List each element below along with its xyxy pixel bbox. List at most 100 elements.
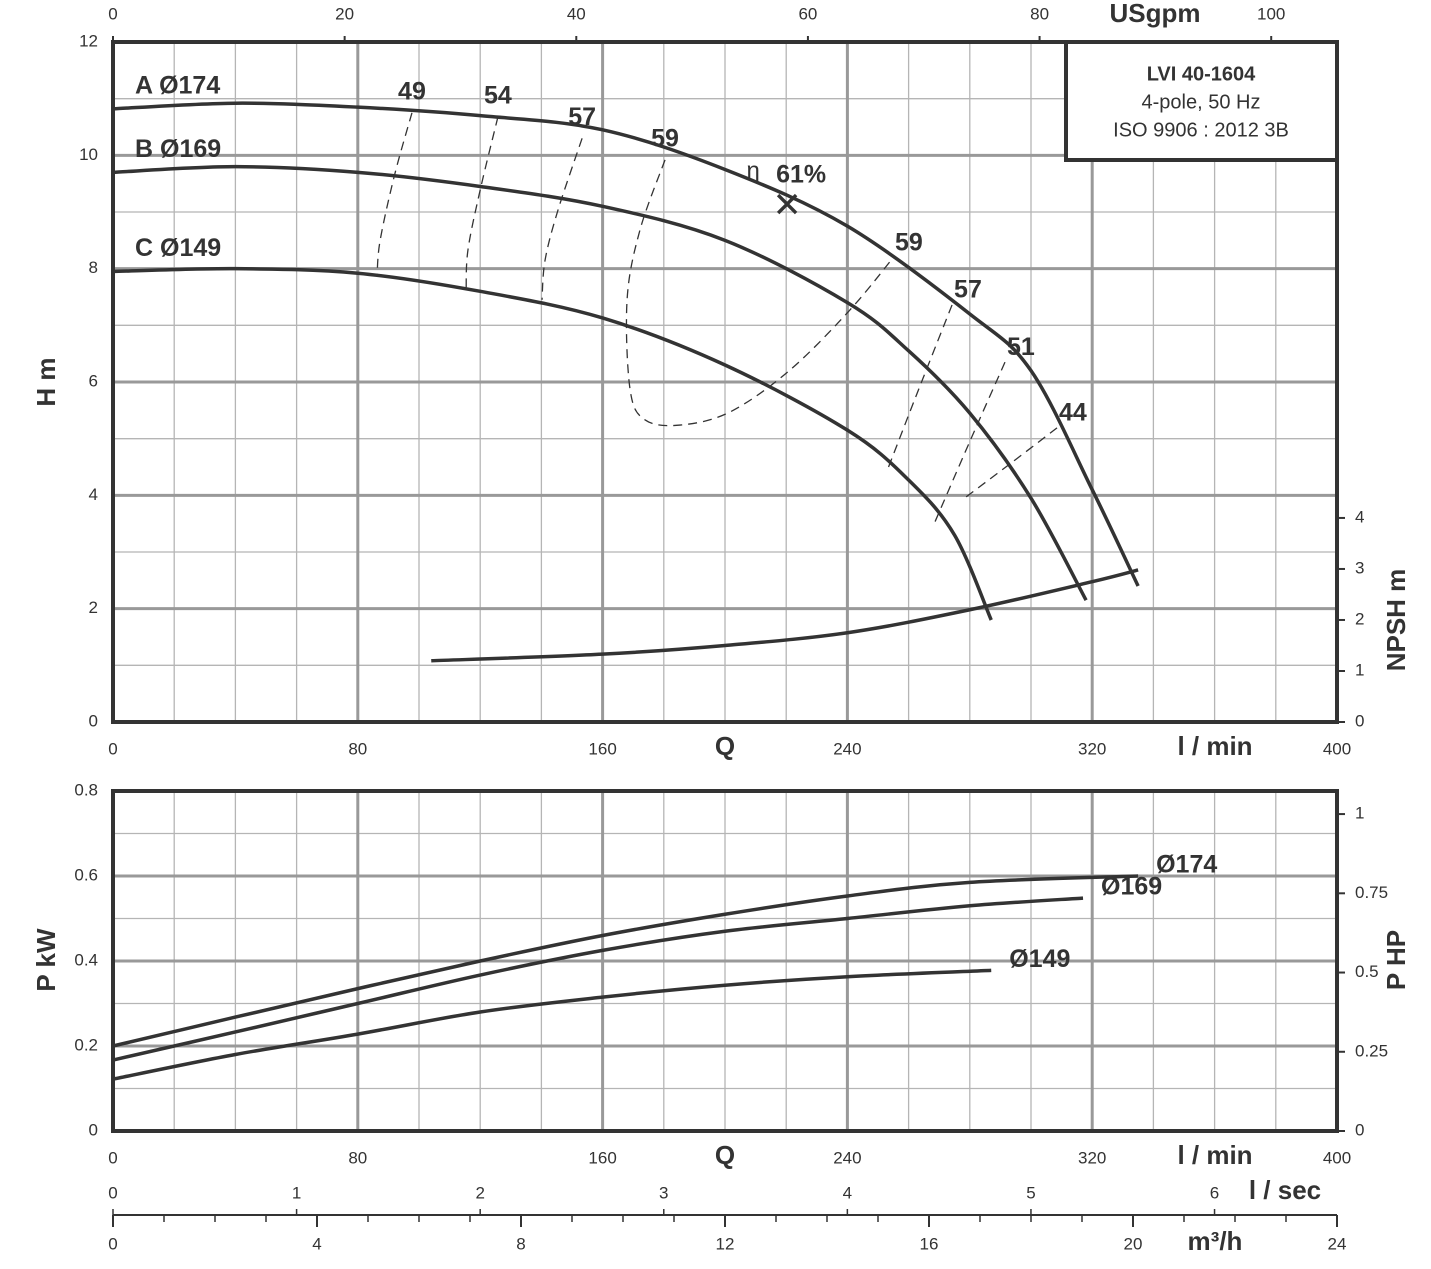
info-line: ISO 9906 : 2012 3B bbox=[1113, 119, 1289, 141]
curve bbox=[112, 968, 992, 1081]
x-tick-label: 320 bbox=[1078, 1148, 1106, 1167]
y2-tick-label: 4 bbox=[1355, 507, 1364, 526]
y2-tick-label: 0 bbox=[1355, 1120, 1364, 1139]
x-axis-unit: l / min bbox=[1177, 731, 1252, 761]
curve bbox=[112, 874, 1139, 1048]
y-tick-label: 0.8 bbox=[74, 780, 98, 799]
bep-label: 61% bbox=[776, 161, 826, 189]
curve-label: Ø169 bbox=[1101, 873, 1162, 901]
y2-axis-label: P HP bbox=[1381, 930, 1411, 990]
efficiency-line bbox=[934, 361, 1006, 523]
y-axis-label: P kW bbox=[31, 928, 61, 992]
y2-axis-label: NPSH m bbox=[1381, 569, 1411, 672]
info-line: 4-pole, 50 Hz bbox=[1142, 91, 1261, 113]
x-tick-label: 160 bbox=[588, 1148, 616, 1167]
plot-frame bbox=[111, 789, 1339, 1133]
curve bbox=[431, 568, 1139, 663]
x-tick-label: 160 bbox=[588, 739, 616, 758]
efficiency-label: 54 bbox=[484, 81, 512, 109]
x3-tick-label: 3 bbox=[659, 1183, 668, 1202]
x2-axis-label: USgpm bbox=[1110, 0, 1201, 28]
x4-axis-label: m³/h bbox=[1188, 1226, 1243, 1256]
x-tick-label: 320 bbox=[1078, 739, 1106, 758]
plot-frame bbox=[111, 40, 1339, 724]
curve bbox=[112, 101, 1140, 587]
x4-tick-label: 24 bbox=[1328, 1234, 1347, 1253]
x4-tick-label: 8 bbox=[516, 1234, 525, 1253]
x3-tick-label: 5 bbox=[1026, 1183, 1035, 1202]
x-tick-label: 80 bbox=[348, 739, 367, 758]
y2-tick-label: 1 bbox=[1355, 804, 1364, 823]
efficiency-label: 57 bbox=[954, 276, 982, 304]
x-axis-label: Q bbox=[715, 1140, 735, 1170]
efficiency-line bbox=[887, 304, 953, 469]
x3-tick-label: 1 bbox=[292, 1183, 301, 1202]
curve bbox=[112, 266, 993, 621]
x-axis-unit: l / min bbox=[1177, 1140, 1252, 1170]
y-tick-label: 2 bbox=[89, 598, 98, 617]
y-tick-label: 0.6 bbox=[74, 865, 98, 884]
x3-tick-label: 6 bbox=[1210, 1183, 1219, 1202]
y2-tick-label: 0.25 bbox=[1355, 1041, 1388, 1060]
x2-tick-label: 60 bbox=[798, 4, 817, 23]
curve-label: A Ø174 bbox=[135, 71, 220, 99]
x2-tick-label: 100 bbox=[1257, 4, 1285, 23]
x-tick-label: 400 bbox=[1323, 739, 1351, 758]
bep-symbol: η bbox=[746, 157, 759, 184]
x-tick-label: 0 bbox=[108, 1148, 117, 1167]
y2-tick-label: 0.5 bbox=[1355, 962, 1379, 981]
y-tick-label: 4 bbox=[89, 485, 98, 504]
x4-tick-label: 16 bbox=[920, 1234, 939, 1253]
efficiency-line bbox=[625, 159, 894, 427]
x3-tick-label: 4 bbox=[843, 1183, 852, 1202]
x4-tick-label: 0 bbox=[108, 1234, 117, 1253]
y2-tick-label: 0 bbox=[1355, 711, 1364, 730]
x2-tick-label: 0 bbox=[108, 4, 117, 23]
bep-marker bbox=[776, 193, 798, 215]
y2-tick-label: 1 bbox=[1355, 660, 1364, 679]
y-tick-label: 10 bbox=[79, 145, 98, 164]
y-tick-label: 0.4 bbox=[74, 950, 98, 969]
x-tick-label: 240 bbox=[833, 739, 861, 758]
y-tick-label: 12 bbox=[79, 31, 98, 50]
x4-tick-label: 4 bbox=[312, 1234, 321, 1253]
x4-tick-label: 20 bbox=[1124, 1234, 1143, 1253]
info-box bbox=[1064, 40, 1339, 162]
curve bbox=[112, 164, 1088, 601]
x4-tick-label: 12 bbox=[716, 1234, 735, 1253]
efficiency-line bbox=[465, 116, 499, 291]
y-tick-label: 6 bbox=[89, 371, 98, 390]
efficiency-line bbox=[541, 138, 583, 300]
y2-tick-label: 2 bbox=[1355, 609, 1364, 628]
x3-axis-label: l / sec bbox=[1249, 1175, 1321, 1205]
curve-label: B Ø169 bbox=[135, 135, 221, 163]
x3-tick-label: 2 bbox=[475, 1183, 484, 1202]
chart-1: 0 80 160 240 320 40000.20.40.60.800.250.50.75… bbox=[31, 780, 1411, 1255]
x-axis-label: Q bbox=[715, 731, 735, 761]
x2-tick-label: 20 bbox=[335, 4, 354, 23]
y-axis-label: H m bbox=[31, 357, 61, 406]
info-line: LVI 40-1604 bbox=[1147, 63, 1256, 85]
efficiency-line bbox=[376, 112, 413, 275]
x2-tick-label: 80 bbox=[1030, 4, 1049, 23]
y-tick-label: 0 bbox=[89, 711, 98, 730]
y2-tick-label: 0.75 bbox=[1355, 883, 1388, 902]
efficiency-label: 59 bbox=[895, 229, 923, 257]
efficiency-label: 44 bbox=[1059, 399, 1087, 427]
x3-tick-label: 0 bbox=[108, 1183, 117, 1202]
y2-tick-label: 3 bbox=[1355, 558, 1364, 577]
curve-label: Ø174 bbox=[1156, 851, 1217, 879]
x-tick-label: 240 bbox=[833, 1148, 861, 1167]
x-tick-label: 400 bbox=[1323, 1148, 1351, 1167]
x2-tick-label: 40 bbox=[567, 4, 586, 23]
y-tick-label: 0.2 bbox=[74, 1035, 98, 1054]
y-tick-label: 8 bbox=[89, 258, 98, 277]
efficiency-line bbox=[961, 427, 1058, 501]
efficiency-label: 49 bbox=[398, 77, 426, 105]
curve bbox=[112, 896, 1084, 1062]
x-tick-label: 0 bbox=[108, 739, 117, 758]
curve-label: Ø149 bbox=[1009, 945, 1070, 973]
x-tick-label: 80 bbox=[348, 1148, 367, 1167]
